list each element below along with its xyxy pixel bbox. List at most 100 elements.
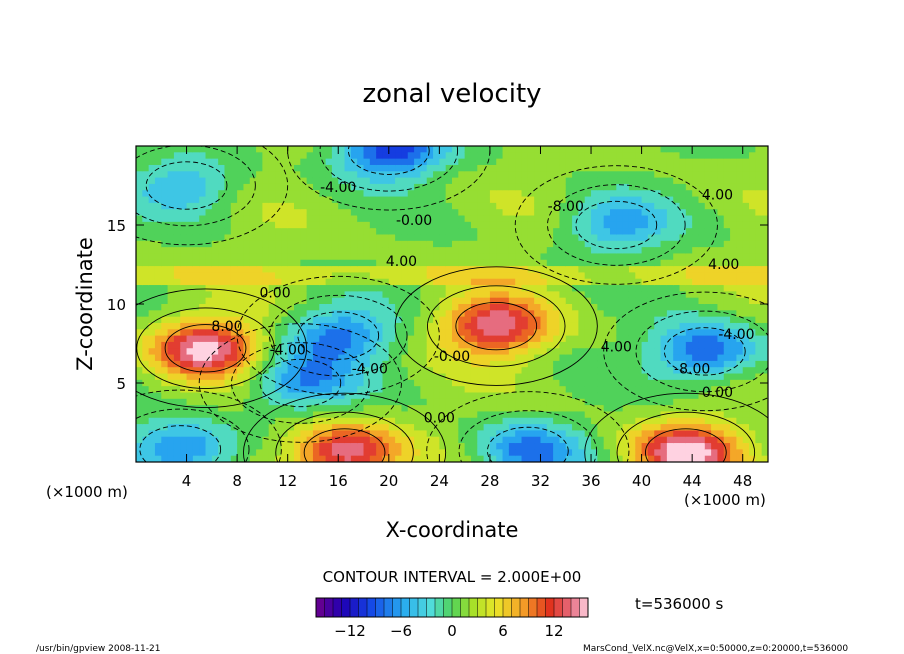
field-cell	[218, 164, 226, 172]
field-cell	[167, 158, 175, 166]
field-cell	[161, 392, 169, 400]
field-cell	[470, 430, 478, 438]
field-cell	[635, 405, 643, 413]
field-cell	[666, 234, 674, 242]
field-cell	[761, 386, 768, 394]
field-cell	[142, 253, 150, 261]
field-cell	[331, 297, 339, 305]
field-cell	[300, 436, 308, 444]
field-cell	[243, 278, 251, 286]
field-cell	[647, 392, 655, 400]
field-cell	[546, 367, 554, 375]
field-cell	[325, 146, 333, 153]
field-cell	[591, 449, 598, 457]
field-cell	[357, 190, 365, 198]
field-cell	[698, 417, 706, 425]
field-cell	[173, 259, 181, 267]
field-cell	[597, 285, 605, 292]
field-cell	[407, 259, 415, 267]
field-cell	[230, 196, 238, 204]
field-cell	[167, 209, 175, 217]
field-cell	[338, 171, 346, 179]
field-cell	[319, 183, 327, 191]
field-cell	[243, 247, 251, 255]
field-cell	[628, 373, 636, 381]
field-cell	[527, 234, 535, 242]
field-cell	[211, 424, 219, 431]
field-cell	[294, 329, 301, 337]
field-cell	[426, 152, 434, 160]
field-cell	[597, 297, 605, 305]
field-cell	[515, 259, 523, 267]
field-cell	[647, 455, 655, 462]
field-cell	[584, 405, 592, 413]
field-cell	[755, 392, 763, 400]
field-cell	[142, 329, 150, 337]
field-cell	[641, 310, 649, 318]
field-cell	[395, 341, 403, 349]
field-cell	[711, 316, 719, 324]
field-cell	[173, 335, 181, 343]
field-cell	[584, 436, 592, 444]
field-cell	[742, 316, 750, 324]
field-cell	[502, 430, 510, 438]
field-cell	[578, 196, 586, 204]
field-cell	[464, 291, 472, 299]
field-cell	[692, 443, 700, 450]
field-cell	[546, 436, 554, 444]
field-cell	[565, 455, 573, 462]
field-cell	[477, 367, 485, 375]
field-cell	[338, 367, 346, 375]
field-cell	[692, 183, 700, 191]
field-cell	[647, 215, 655, 223]
field-cell	[736, 221, 744, 229]
field-cell	[338, 253, 346, 261]
field-cell	[521, 297, 529, 305]
field-cell	[502, 152, 510, 160]
field-cell	[572, 228, 579, 236]
field-cell	[489, 297, 497, 305]
field-cell	[294, 183, 301, 191]
field-cell	[666, 285, 674, 292]
field-cell	[186, 266, 194, 273]
field-cell	[433, 341, 440, 349]
field-cell	[565, 354, 573, 362]
field-cell	[723, 411, 731, 419]
field-cell	[483, 335, 491, 343]
field-cell	[350, 247, 358, 255]
field-cell	[357, 285, 365, 292]
field-cell	[603, 177, 611, 185]
field-cell	[654, 367, 662, 375]
field-cell	[742, 234, 750, 242]
field-cell	[603, 316, 611, 324]
field-cell	[641, 405, 649, 413]
field-cell	[357, 234, 365, 242]
field-cell	[161, 316, 169, 324]
field-cell	[268, 430, 276, 438]
field-cell	[192, 367, 200, 375]
field-cell	[312, 266, 320, 273]
field-cell	[489, 405, 497, 413]
field-cell	[736, 196, 744, 204]
field-cell	[622, 316, 630, 324]
field-cell	[559, 253, 567, 261]
field-cell	[439, 253, 447, 261]
field-cell	[445, 449, 453, 457]
field-cell	[755, 266, 763, 273]
field-cell	[306, 405, 314, 413]
field-cell	[287, 417, 295, 425]
field-cell	[154, 310, 162, 318]
field-cell	[616, 152, 624, 160]
field-cell	[692, 316, 700, 324]
field-cell	[711, 215, 719, 223]
field-cell	[414, 449, 421, 457]
field-cell	[439, 247, 447, 255]
field-cell	[698, 146, 706, 153]
field-cell	[262, 285, 270, 292]
field-cell	[647, 152, 655, 160]
field-cell	[730, 253, 737, 261]
field-cell	[610, 247, 617, 255]
field-cell	[205, 228, 213, 236]
field-cell	[685, 228, 693, 236]
field-cell	[445, 253, 453, 261]
